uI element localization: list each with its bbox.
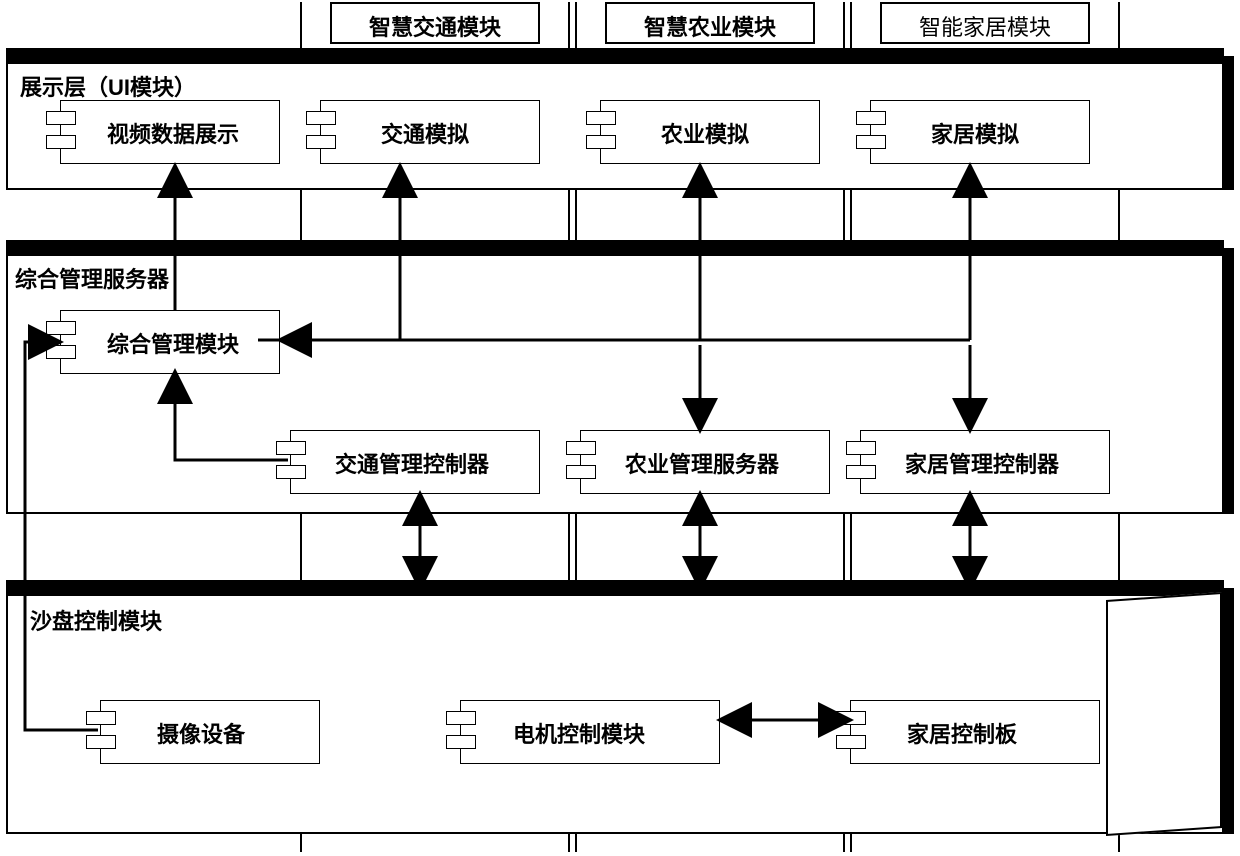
col-label: 智能家居模块: [919, 15, 1051, 40]
row-ui-title: 展示层（UI模块）: [20, 70, 196, 102]
col-header-traffic: 智慧交通模块: [330, 2, 540, 44]
comp-tab: [276, 465, 306, 479]
comp-tab: [46, 345, 76, 359]
comp-home-board: 家居控制板: [850, 700, 1100, 764]
col-label: 智慧交通模块: [369, 15, 501, 40]
comp-home-sim: 家居模拟: [870, 100, 1090, 164]
comp-label: 电机控制模块: [513, 717, 645, 749]
comp-label: 家居控制板: [907, 717, 1017, 749]
comp-mgmt: 综合管理模块: [60, 310, 280, 374]
comp-agri-sim: 农业模拟: [600, 100, 820, 164]
comp-tab: [846, 441, 876, 455]
comp-tab: [586, 135, 616, 149]
row-sandbox-title: 沙盘控制模块: [30, 604, 162, 636]
row-sandbox-right: [1224, 588, 1234, 834]
comp-label: 交通管理控制器: [335, 447, 489, 479]
comp-tab: [566, 465, 596, 479]
row-server-title: 综合管理服务器: [15, 262, 169, 294]
comp-camera: 摄像设备: [100, 700, 320, 764]
comp-tab: [856, 135, 886, 149]
comp-motor: 电机控制模块: [460, 700, 720, 764]
comp-traffic-sim: 交通模拟: [320, 100, 540, 164]
comp-tab: [306, 111, 336, 125]
comp-home-ctl: 家居管理控制器: [860, 430, 1110, 494]
comp-video: 视频数据展示: [60, 100, 280, 164]
comp-tab: [446, 735, 476, 749]
architecture-diagram: 智慧交通模块 智慧农业模块 智能家居模块 展示层（UI模块） 综合管理服务器 沙…: [0, 0, 1240, 856]
comp-label: 家居管理控制器: [905, 447, 1059, 479]
comp-label: 家居模拟: [931, 117, 1019, 149]
comp-label: 农业模拟: [661, 117, 749, 149]
comp-tab: [306, 135, 336, 149]
comp-traffic-ctl: 交通管理控制器: [290, 430, 540, 494]
row-ui-right: [1224, 56, 1234, 190]
comp-tab: [46, 111, 76, 125]
comp-tab: [836, 735, 866, 749]
comp-label: 交通模拟: [381, 117, 469, 149]
comp-label: 农业管理服务器: [625, 447, 779, 479]
comp-tab: [46, 135, 76, 149]
comp-tab: [566, 441, 596, 455]
row-server-right: [1224, 248, 1234, 514]
col-header-home: 智能家居模块: [880, 2, 1090, 44]
comp-tab: [846, 465, 876, 479]
comp-tab: [86, 711, 116, 725]
comp-label: 摄像设备: [157, 717, 245, 749]
comp-label: 视频数据展示: [107, 117, 239, 149]
comp-label: 综合管理模块: [107, 327, 239, 359]
comp-tab: [86, 735, 116, 749]
comp-agri-srv: 农业管理服务器: [580, 430, 830, 494]
comp-tab: [856, 111, 886, 125]
comp-tab: [46, 321, 76, 335]
comp-tab: [446, 711, 476, 725]
sandbox-3d-panel: [1106, 592, 1222, 836]
col-label: 智慧农业模块: [644, 15, 776, 40]
comp-tab: [276, 441, 306, 455]
comp-tab: [586, 111, 616, 125]
col-header-agri: 智慧农业模块: [605, 2, 815, 44]
comp-tab: [836, 711, 866, 725]
